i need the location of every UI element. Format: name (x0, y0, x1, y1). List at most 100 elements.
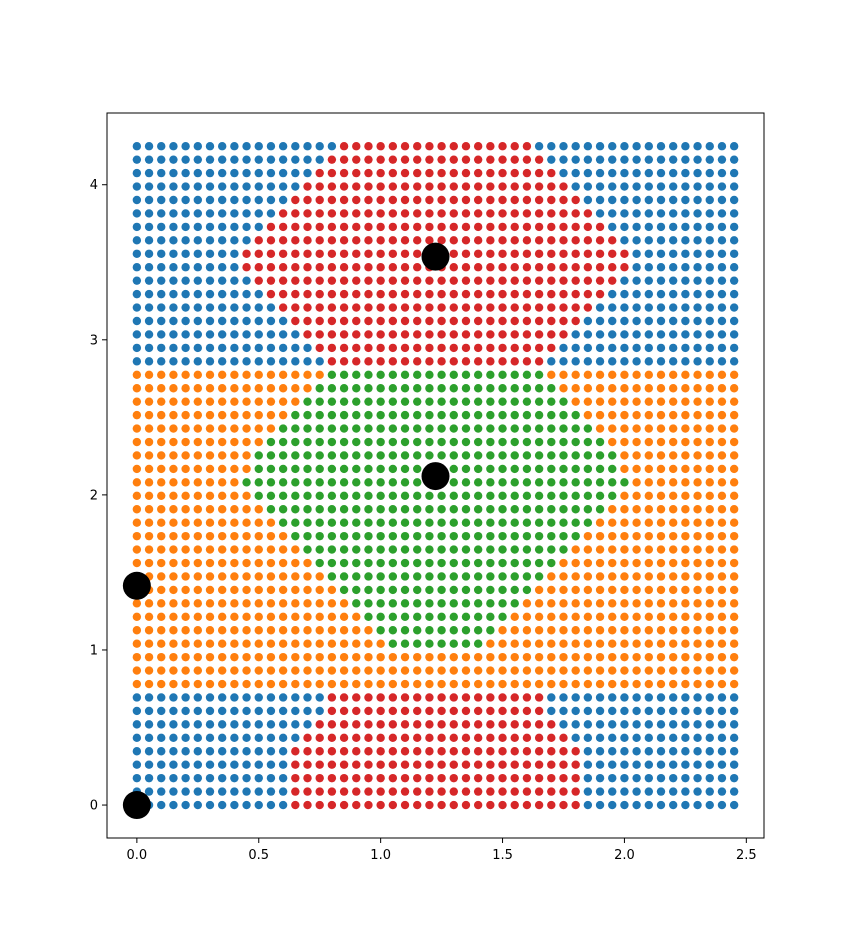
data-point-green (510, 464, 519, 474)
data-point-orange (620, 518, 629, 527)
data-point-orange (668, 437, 678, 447)
data-point-blue (620, 706, 629, 716)
data-point-orange (705, 652, 714, 662)
data-point-blue (620, 276, 629, 285)
data-point-green (339, 384, 349, 393)
data-point-orange (681, 558, 690, 568)
data-point-orange (583, 558, 593, 568)
data-point-green (376, 572, 385, 581)
data-point-blue (559, 720, 568, 729)
data-point-blue (230, 357, 239, 366)
data-point-blue (729, 733, 739, 743)
data-point-blue (717, 316, 727, 326)
data-point-green (534, 437, 544, 447)
data-point-red (486, 195, 495, 205)
data-point-red (461, 693, 471, 702)
data-point-green (327, 451, 337, 460)
data-point-blue (278, 693, 288, 702)
data-point-red (522, 760, 532, 769)
data-point-red (254, 249, 263, 258)
data-point-green (498, 518, 507, 527)
data-point-blue (608, 343, 617, 353)
data-point-red (291, 195, 300, 205)
data-point-blue (254, 142, 263, 151)
data-point-blue (181, 276, 190, 285)
data-point-red (400, 263, 410, 272)
data-point-green (339, 491, 349, 500)
data-point-red (364, 733, 373, 743)
data-point-orange (205, 652, 215, 662)
data-point-green (376, 585, 385, 595)
data-point-blue (717, 263, 727, 272)
data-point-orange (681, 531, 690, 541)
data-point-green (461, 518, 471, 527)
data-point-orange (681, 478, 690, 487)
data-point-orange (157, 478, 166, 487)
data-point-orange (327, 612, 337, 622)
data-point-blue (169, 168, 178, 178)
data-point-red (534, 693, 544, 702)
data-point-orange (644, 612, 654, 622)
data-point-orange (205, 558, 215, 568)
data-point-blue (181, 155, 190, 164)
data-point-red (425, 693, 434, 702)
data-point-red (461, 142, 471, 151)
data-point-red (413, 303, 422, 312)
data-point-orange (473, 679, 483, 689)
data-point-orange (571, 639, 580, 648)
data-point-orange (595, 384, 605, 393)
data-point-red (364, 182, 373, 191)
data-point-red (388, 303, 398, 312)
data-point-orange (217, 384, 227, 393)
data-point-red (486, 209, 495, 218)
data-point-blue (193, 249, 203, 258)
data-point-red (486, 316, 495, 326)
data-point-green (522, 410, 532, 420)
data-point-red (352, 747, 361, 756)
data-point-blue (729, 182, 739, 191)
data-point-green (510, 410, 519, 420)
data-point-blue (668, 773, 678, 783)
data-point-blue (644, 182, 654, 191)
data-point-orange (242, 397, 251, 406)
data-point-green (437, 451, 446, 460)
data-point-orange (608, 545, 617, 554)
data-point-orange (205, 572, 215, 581)
data-point-red (315, 343, 324, 353)
data-point-orange (193, 639, 203, 648)
data-point-blue (583, 747, 593, 756)
data-point-orange (303, 599, 312, 608)
data-point-blue (681, 236, 690, 245)
data-point-green (534, 518, 544, 527)
data-point-red (400, 787, 410, 796)
data-point-red (339, 330, 349, 339)
data-point-blue (193, 263, 203, 272)
data-point-green (461, 370, 471, 379)
data-point-red (364, 747, 373, 756)
data-point-blue (193, 787, 203, 796)
data-point-blue (193, 222, 203, 232)
data-point-red (413, 236, 422, 245)
data-point-green (388, 612, 398, 622)
data-point-blue (291, 733, 300, 743)
data-point-blue (132, 760, 142, 769)
data-point-green (583, 518, 593, 527)
data-point-red (376, 787, 385, 796)
data-point-orange (656, 531, 666, 541)
data-point-blue (681, 800, 690, 810)
data-point-orange (583, 585, 593, 595)
data-point-blue (242, 330, 251, 339)
data-point-green (461, 410, 471, 420)
data-point-green (498, 531, 507, 541)
data-point-red (461, 289, 471, 299)
data-point-blue (644, 263, 654, 272)
data-point-orange (413, 652, 422, 662)
data-point-red (413, 787, 422, 796)
data-point-red (364, 249, 373, 258)
data-point-green (303, 437, 312, 447)
data-point-green (376, 410, 385, 420)
data-point-red (571, 195, 580, 205)
data-point-green (364, 397, 373, 406)
data-point-orange (217, 612, 227, 622)
data-point-blue (620, 142, 629, 151)
